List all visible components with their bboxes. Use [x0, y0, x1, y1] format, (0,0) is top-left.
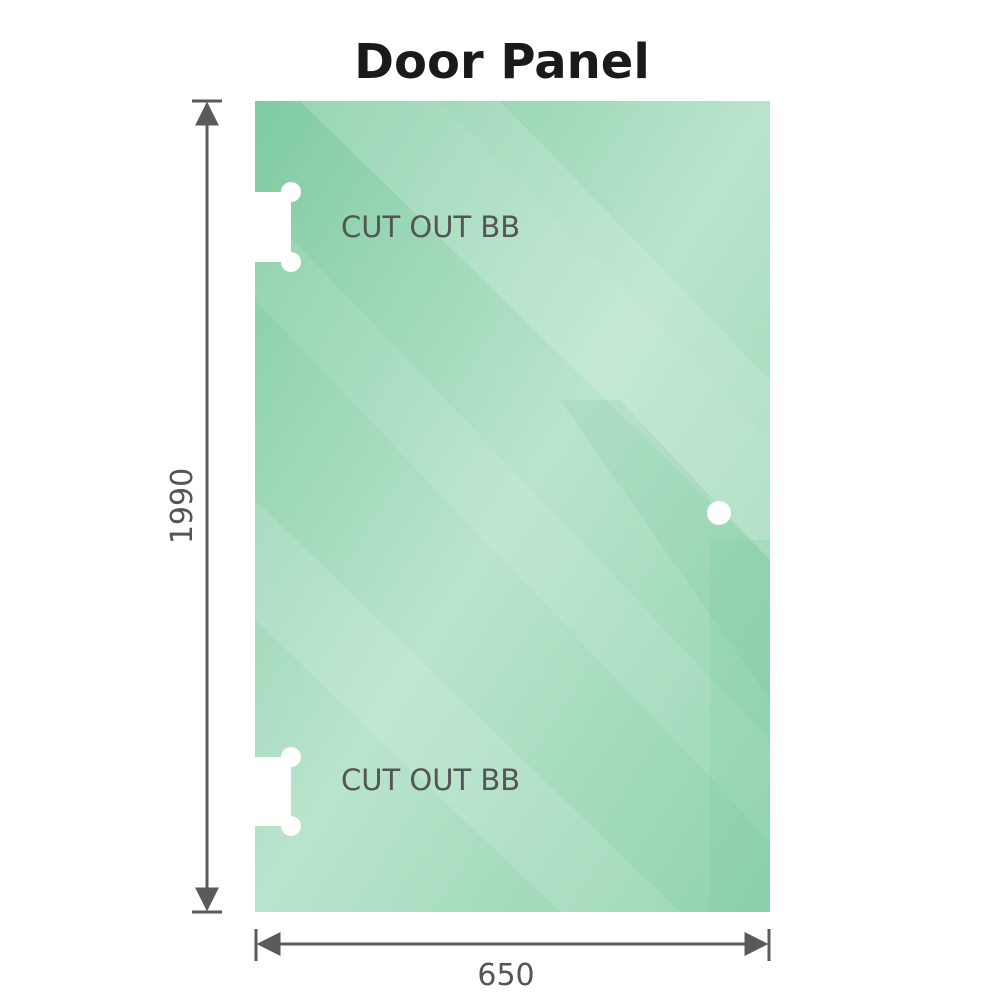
cutout-label-bottom: CUT OUT BB: [341, 763, 520, 797]
cutout-top: [255, 182, 301, 272]
height-dimension: [192, 99, 222, 914]
cutout-label-top: CUT OUT BB: [341, 210, 520, 244]
width-label: 650: [477, 958, 534, 993]
width-dimension: [254, 929, 771, 961]
cutout-bottom: [255, 747, 301, 836]
handle-hole: [707, 501, 731, 525]
height-label: 1990: [165, 468, 200, 544]
diagram-title: Door Panel: [354, 34, 650, 90]
glass-panel: [255, 101, 770, 912]
